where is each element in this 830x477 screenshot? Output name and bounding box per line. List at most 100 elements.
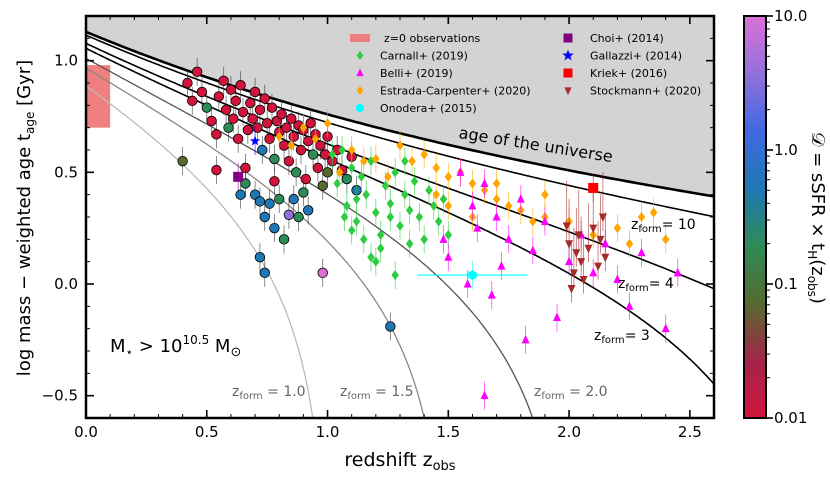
zform-label-4: zform= 4 (618, 276, 674, 294)
data-point (225, 84, 237, 95)
data-point (352, 216, 361, 227)
data-point (432, 162, 440, 173)
data-point (298, 187, 309, 198)
legend-label: Stockmann+ (2020) (590, 85, 701, 98)
data-point (589, 224, 598, 234)
data-point (391, 270, 399, 281)
data-point (439, 194, 448, 205)
data-point (317, 267, 328, 279)
data-point (213, 91, 225, 102)
data-point (252, 122, 263, 133)
data-point (341, 173, 353, 185)
colorbar-tick-label: 1.0 (774, 141, 798, 159)
data-point (425, 185, 433, 196)
data-point (504, 234, 513, 243)
data-point (529, 216, 537, 227)
data-point (347, 162, 356, 173)
data-point (420, 149, 428, 160)
data-point (463, 279, 472, 288)
data-point (269, 176, 280, 187)
legend-marker (350, 34, 370, 42)
data-point (492, 178, 501, 189)
legend-marker (356, 86, 364, 95)
data-point (220, 104, 232, 116)
data-point (410, 176, 419, 187)
data-point (264, 198, 275, 209)
data-point (540, 216, 549, 225)
data-point (276, 109, 287, 120)
plot-area (86, 16, 714, 418)
data-point (281, 122, 292, 133)
series-8 (562, 172, 610, 303)
data-point (384, 171, 392, 182)
data-point (269, 222, 280, 234)
colorbar-label: 𝒟 = sSFR × tH(zobs) (805, 132, 828, 304)
data-point (567, 284, 576, 294)
y-tick-label: 0.5 (54, 163, 78, 181)
data-point (299, 122, 308, 133)
data-point (444, 200, 453, 211)
data-point (317, 180, 328, 191)
data-point (598, 213, 607, 222)
data-point (311, 133, 320, 144)
data-point (335, 167, 344, 178)
data-point (278, 234, 290, 245)
data-point (274, 193, 285, 205)
data-point (322, 167, 333, 178)
zform-curve-2 (86, 57, 534, 418)
data-point (661, 234, 670, 245)
data-point (528, 245, 537, 254)
colorbar-ticks: 0.01 0.1 1.0 10.0 (766, 7, 807, 427)
axis-ticks: 0.0 0.5 1.0 1.5 2.0 2.5 −0.5 0.0 0.5 1.0 (42, 15, 714, 441)
data-point (264, 133, 275, 145)
data-point (196, 86, 208, 98)
data-point (386, 212, 395, 222)
legend-label: Gallazzi+ (2014) (590, 50, 682, 63)
data-point (233, 171, 244, 182)
data-point (396, 140, 404, 151)
data-point (278, 140, 290, 151)
colorbar-tick-label: 0.01 (774, 409, 807, 427)
data-point (257, 144, 268, 156)
data-point (372, 207, 380, 218)
data-point (340, 212, 349, 222)
data-point (432, 189, 440, 200)
data-point (242, 124, 254, 136)
legend-marker (356, 51, 364, 60)
y-tick-label: 0.0 (54, 275, 78, 293)
data-point (415, 212, 424, 222)
data-point (541, 189, 549, 200)
data-point (352, 194, 361, 205)
data-point (232, 133, 244, 145)
data-point (333, 178, 341, 189)
data-point (305, 117, 316, 129)
data-point (360, 234, 368, 245)
data-point (504, 200, 513, 211)
data-point (444, 171, 453, 182)
data-point (343, 200, 351, 211)
data-point (287, 140, 296, 151)
data-point (553, 312, 561, 321)
series-2 (275, 109, 670, 258)
data-point (661, 323, 670, 333)
data-point (625, 238, 634, 249)
data-point (245, 97, 256, 109)
data-point (288, 193, 299, 205)
data-point (177, 155, 188, 167)
data-point (249, 86, 261, 98)
legend-marker (562, 49, 574, 61)
data-point (381, 180, 390, 191)
data-point (362, 189, 370, 200)
data-point (396, 220, 404, 231)
zform-label-1.5: zform = 1.5 (340, 384, 414, 402)
legend-label: Belli+ (2019) (380, 67, 453, 80)
data-point (492, 212, 501, 221)
data-point (430, 200, 438, 211)
data-point (293, 211, 304, 223)
data-point (328, 149, 337, 160)
data-point (254, 252, 266, 263)
data-point (235, 189, 246, 200)
x-tick-label: 2.0 (557, 423, 581, 441)
data-point (290, 167, 302, 178)
